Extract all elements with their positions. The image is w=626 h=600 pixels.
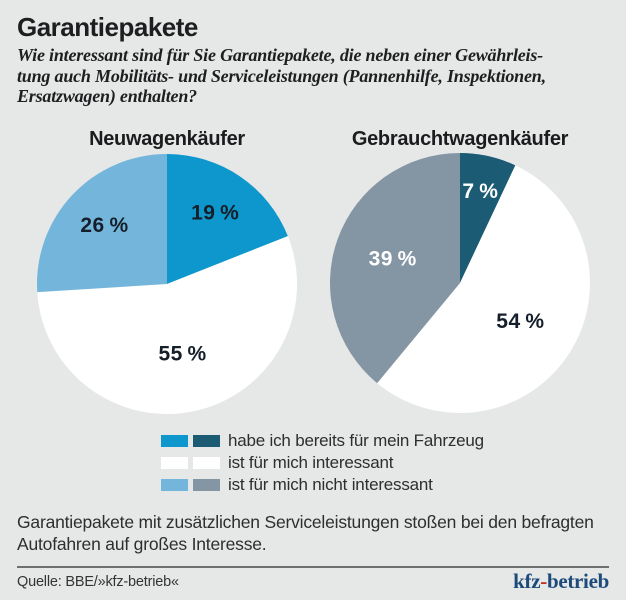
legend-swatch-2-0: [161, 479, 188, 491]
pie-slice-label-1: 55 %: [158, 342, 206, 365]
pie-slice-label-1: 54 %: [496, 310, 544, 333]
logo-part-kfz: kfz: [513, 569, 541, 593]
pie-slice-2: [329, 152, 460, 384]
legend-row-0: habe ich bereits für mein Fahrzeug: [161, 430, 484, 452]
page-title: Garantiepakete: [17, 12, 198, 42]
source-credit: Quelle: BBE/»kfz-betrieb«: [17, 574, 179, 590]
legend-swatch-1-1: [193, 457, 220, 469]
pie-slice-0: [167, 154, 288, 284]
legend-swatch-0-0: [161, 435, 188, 447]
legend-label-2: ist für mich nicht interessant: [228, 475, 433, 494]
survey-question: Wie interessant sind für Sie Garantiepak…: [17, 45, 546, 106]
logo-part-betrieb: betrieb: [546, 569, 609, 593]
pie-slice-1: [377, 165, 590, 413]
pie-slice-1: [37, 236, 298, 415]
logo-hyphen: -: [540, 569, 547, 593]
legend-row-1: ist für mich interessant: [161, 452, 484, 474]
chart-title-used-car-buyers: Gebrauchtwagenkäufer: [351, 128, 569, 150]
footer-divider: [17, 566, 609, 568]
chart-legend: habe ich bereits für mein Fahrzeug ist fü…: [161, 430, 484, 496]
legend-swatch-0-1: [193, 435, 220, 447]
pie-slice-0: [460, 153, 516, 283]
pie-slice-label-2: 26 %: [80, 214, 128, 237]
legend-swatch-1-0: [161, 457, 188, 469]
legend-row-2: ist für mich nicht interessant: [161, 474, 484, 496]
legend-label-1: ist für mich interessant: [228, 453, 394, 472]
kfz-betrieb-logo: kfz-betrieb: [513, 569, 609, 594]
summary-statement: Garantiepakete mit zusätzlichen Servicel…: [17, 512, 594, 554]
legend-label-0: habe ich bereits für mein Fahrzeug: [228, 431, 484, 450]
pie-slice-2: [37, 154, 167, 293]
pie-slice-label-0: 7 %: [462, 180, 498, 203]
pie-chart-used-car-buyers: 7 % 54 % 39 %: [329, 152, 590, 413]
pie-chart-new-car-buyers: 19 % 55 % 26 %: [37, 154, 298, 415]
legend-swatch-2-1: [193, 479, 220, 491]
chart-title-new-car-buyers: Neuwagenkäufer: [89, 128, 245, 150]
pie-slice-label-2: 39 %: [369, 247, 417, 270]
pie-slice-label-0: 19 %: [191, 202, 239, 225]
